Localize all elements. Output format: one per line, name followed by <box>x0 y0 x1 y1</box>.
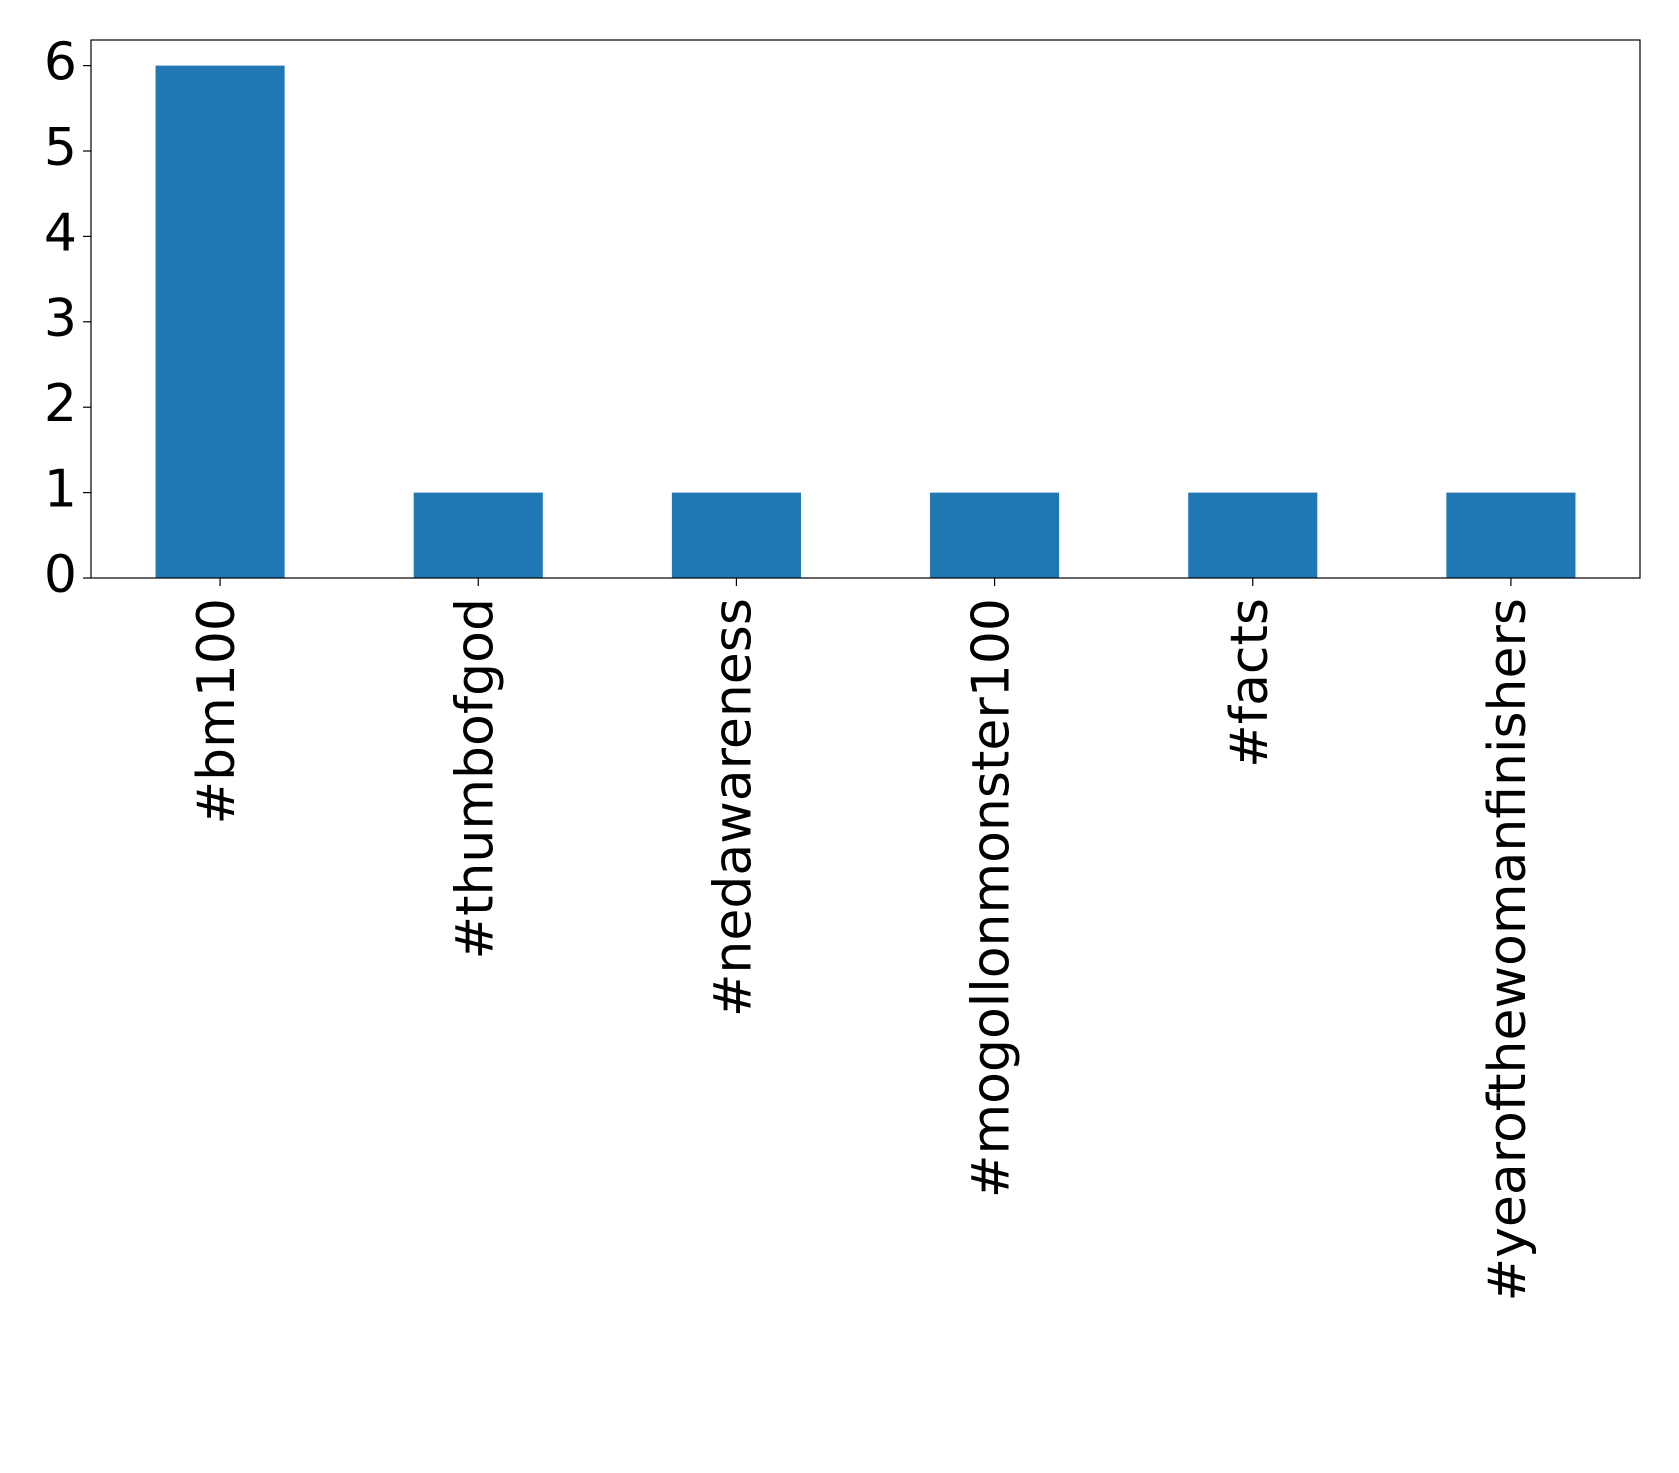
bar <box>930 492 1060 578</box>
y-tick-label: 2 <box>44 374 77 434</box>
bar <box>671 492 801 578</box>
x-tick-label: #facts <box>1220 598 1280 768</box>
x-tick-label: #nedawareness <box>703 598 763 1017</box>
y-tick-label: 6 <box>44 33 77 93</box>
x-tick-label: #thumbofgod <box>445 598 505 960</box>
bar <box>155 65 285 579</box>
x-tick-label: #bm100 <box>187 598 247 824</box>
x-tick-label: #mogollonmonster100 <box>962 598 1022 1198</box>
bar <box>1188 492 1318 578</box>
x-tick-label: #yearofthewomanfinishers <box>1478 598 1538 1301</box>
y-tick-label: 0 <box>44 545 77 605</box>
bar <box>413 492 543 578</box>
y-tick-label: 1 <box>44 460 77 520</box>
y-tick-label: 5 <box>44 118 77 178</box>
plot-frame <box>90 39 1641 579</box>
y-tick-label: 3 <box>44 289 77 349</box>
bar <box>1446 492 1576 578</box>
y-tick-label: 4 <box>44 203 77 263</box>
